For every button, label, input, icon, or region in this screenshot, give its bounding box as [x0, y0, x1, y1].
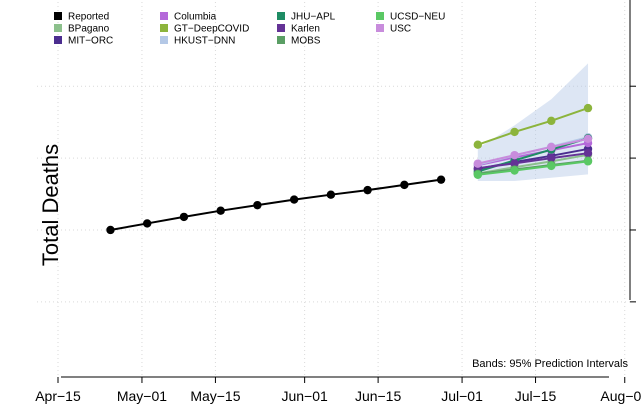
ucsd-neu-line: [477, 160, 589, 176]
legend-item-karlen: Karlen: [277, 24, 320, 35]
legend-swatch: [277, 12, 285, 20]
reported-point: [400, 180, 409, 190]
grid: [37, 0, 630, 377]
reported-series: [106, 175, 446, 235]
y-axis-title: Total Deaths: [38, 144, 63, 266]
legend-label: Karlen: [291, 24, 320, 35]
reported-point: [289, 195, 299, 204]
reported-point: [179, 212, 189, 222]
gt-deepcovid-line: [477, 107, 589, 146]
legend-item-hkust-dnn: HKUST−DNN: [160, 36, 235, 47]
legend-item-usc: USC: [376, 24, 411, 35]
karlen-point: [547, 153, 556, 163]
legend-label: GT−DeepCOVID: [174, 24, 249, 35]
legend-item-reported: Reported: [54, 12, 109, 23]
gt-deepcovid-point: [473, 140, 483, 149]
x-tick-label: Apr−15: [35, 388, 81, 404]
gt-deepcovid-point: [547, 116, 556, 126]
ucsd-neu-series: [473, 157, 593, 179]
usc-line: [477, 137, 589, 165]
reported-point: [216, 206, 225, 215]
legend-swatch: [54, 36, 62, 44]
reported-point: [106, 225, 115, 235]
legend-item-gt-deepcovid: GT−DeepCOVID: [160, 24, 249, 35]
x-tick-label: May−01: [117, 388, 167, 404]
x-tick-label: Jun−15: [355, 388, 402, 404]
legend-item-bpagano: BPagano: [54, 24, 110, 35]
karlen-point: [510, 159, 519, 168]
hkust-dnn-band: [477, 63, 589, 181]
ucsd-neu-point: [473, 170, 483, 179]
legend-item-ucsd-neu: UCSD−NEU: [376, 12, 445, 23]
ucsd-neu-point: [583, 157, 593, 166]
legend-label: HKUST−DNN: [174, 36, 235, 47]
reported-point: [143, 219, 152, 228]
axes: Apr−15 May−01 May−15 Jun−01 Jun−15 Jul−01 Jul−…: [35, 0, 641, 404]
usc-point: [547, 142, 556, 152]
usc-series: [473, 134, 593, 168]
reported-point: [253, 200, 262, 210]
x-tick-label: Aug−01: [600, 388, 641, 404]
legend-swatch: [54, 12, 62, 20]
x-tick-label: Jul−01: [441, 388, 483, 404]
legend-label: USC: [390, 24, 411, 35]
legend-item-mobs: MOBS: [277, 36, 321, 47]
gt-deepcovid-point: [583, 103, 593, 113]
legend-label: BPagano: [68, 24, 110, 35]
bands-annotation: Bands: 95% Prediction Intervals: [472, 358, 628, 370]
legend-label: Reported: [68, 12, 109, 23]
usc-point: [473, 159, 483, 168]
gt-deepcovid-point: [510, 127, 519, 137]
usc-point: [510, 150, 519, 160]
usc-point: [583, 134, 593, 144]
reported-point: [363, 185, 372, 195]
x-tick-label: Jul−15: [515, 388, 557, 404]
legend-label: MOBS: [291, 36, 321, 47]
legend-label: Columbia: [174, 12, 217, 23]
ucsd-neu-point: [510, 166, 519, 175]
legend-label: JHU−APL: [291, 12, 336, 23]
bpagano-line: [477, 153, 589, 175]
legend-swatch: [54, 24, 62, 32]
reported-point: [326, 190, 336, 199]
legend-swatch: [376, 12, 384, 20]
legend-swatch: [160, 12, 168, 20]
series-layer: [106, 103, 593, 235]
prediction-bands: [477, 63, 589, 181]
x-tick-label: May−15: [190, 388, 240, 404]
legend-item-columbia: Columbia: [160, 12, 217, 23]
legend-item-mit-orc: MIT−ORC: [54, 36, 113, 47]
columbia-line: [477, 142, 589, 167]
legend-item-jhu-apl: JHU−APL: [277, 12, 336, 23]
x-tick-label: Jun−01: [281, 388, 328, 404]
gt-deepcovid-series: [473, 103, 593, 149]
legend-swatch: [376, 24, 384, 32]
legend-swatch: [160, 36, 168, 44]
ucsd-neu-point: [547, 161, 556, 171]
legend-label: MIT−ORC: [68, 36, 113, 47]
reported-point: [436, 175, 446, 184]
legend-swatch: [277, 36, 285, 44]
karlen-line: [477, 152, 589, 170]
karlen-point: [583, 148, 593, 158]
reported-line: [110, 178, 442, 231]
legend-label: UCSD−NEU: [390, 12, 445, 23]
legend-swatch: [160, 24, 168, 32]
legend-swatch: [277, 24, 285, 32]
